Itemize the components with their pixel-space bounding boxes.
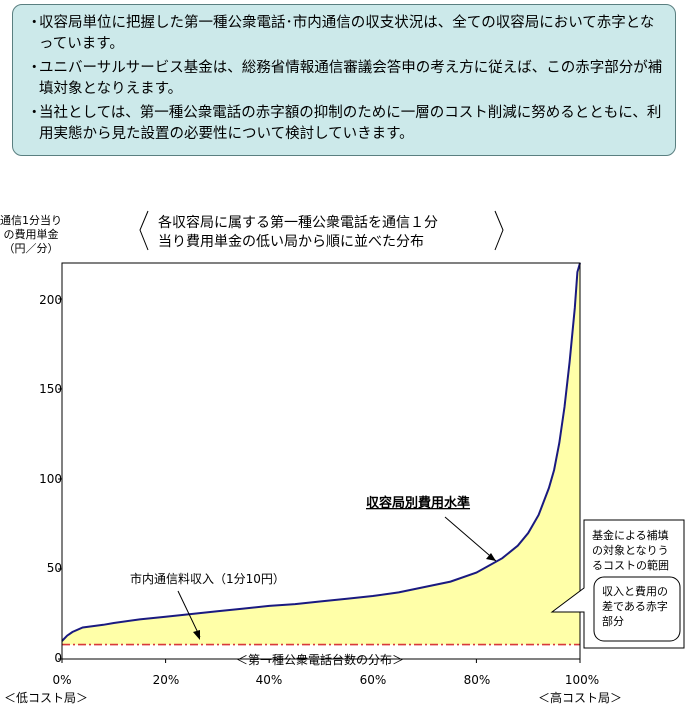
deficit-line: 差である赤字 [602, 599, 668, 613]
note-item: ・収容局単位に把握した第一種公衆電話･市内通信の収支状況は、全ての収容局において… [27, 13, 663, 55]
chart-title-line: 各収容局に属する第一種公衆電話を通信１分 [158, 214, 438, 231]
x-tick-label: 0% [52, 673, 72, 687]
plot-area [58, 262, 581, 663]
x-tick-label: 60% [359, 673, 387, 687]
revenue-arrowhead [193, 630, 200, 640]
deficit-box [593, 576, 681, 642]
note-text: 当社としては、第一種公衆電話の赤字額の抑制のために一層のコスト削減に努めるととも… [39, 105, 662, 142]
y-axis-label: 通信1分当り の費用単金 （円／分） [0, 214, 62, 256]
fund-callout: 基金による補填 の対象となりう るコストの範囲 収入と費用の 差である赤字 部分 [550, 519, 685, 649]
chart-title-line: 当り費用単金の低い局から順に並べた分布 [158, 234, 424, 250]
y-tick-label: 200 [39, 293, 62, 307]
x-tick-label: 100% [564, 673, 600, 687]
cost-curve-arrow [444, 516, 497, 562]
bullet-mark: ・ [27, 15, 42, 31]
y-tick-label: 100 [39, 472, 62, 486]
plot-frame [61, 262, 581, 660]
x-tick-label: 40% [255, 673, 283, 687]
x-axis-label: ＜第一種公衆電話台数の分布＞ [236, 652, 404, 667]
y-tick-label: 50 [46, 561, 62, 575]
deficit-line: 部分 [602, 614, 624, 628]
note-item: ・当社としては、第一種公衆電話の赤字額の抑制のために一層のコスト削減に努めるとと… [27, 103, 663, 145]
bullet-mark: ・ [27, 60, 42, 76]
fund-callout-line: 基金による補填 [592, 528, 669, 542]
cost-curve-label: 収容局別費用水準 [366, 495, 470, 511]
deficit-line: 収入と費用の [602, 584, 668, 598]
y-tick-label: 0 [54, 651, 62, 665]
summary-notes-box: ・収容局単位に把握した第一種公衆電話･市内通信の収支状況は、全ての収容局において… [12, 4, 676, 156]
x-tick-label: 20% [152, 673, 180, 687]
y-tick-marks [58, 298, 62, 660]
cost-curve-arrowhead [486, 553, 496, 561]
note-text: 収容局単位に把握した第一種公衆電話･市内通信の収支状況は、全ての収容局において赤… [39, 15, 655, 52]
revenue-arrow [177, 590, 201, 638]
note-text: ユニバーサルサービス基金は、総務省情報通信審議会答申の考え方に従えば、この赤字部… [39, 60, 663, 97]
cost-curve [61, 262, 581, 642]
title-bracket-right [494, 210, 504, 251]
note-item: ・ユニバーサルサービス基金は、総務省情報通信審議会答申の考え方に従えば、この赤字… [27, 58, 663, 100]
x-axis-left-note: ＜低コスト局＞ [4, 691, 89, 705]
fund-callout-line: るコストの範囲 [592, 558, 669, 572]
x-tick-marks [61, 659, 581, 663]
fund-callout-line: の対象となりう [592, 543, 669, 557]
x-axis-right-note: ＜高コスト局＞ [538, 691, 623, 705]
cost-area-fill [62, 263, 580, 645]
y-tick-label: 150 [39, 382, 62, 396]
y-axis-label-line: （円／分） [3, 242, 59, 255]
bullet-mark: ・ [27, 105, 42, 121]
title-bracket-left [139, 210, 149, 251]
y-axis-label-line: の費用単金 [3, 228, 59, 241]
revenue-line-label: 市内通信料収入（1分10円） [130, 571, 285, 586]
y-axis-label-line: 通信1分当り [0, 214, 62, 227]
x-tick-label: 80% [463, 673, 491, 687]
